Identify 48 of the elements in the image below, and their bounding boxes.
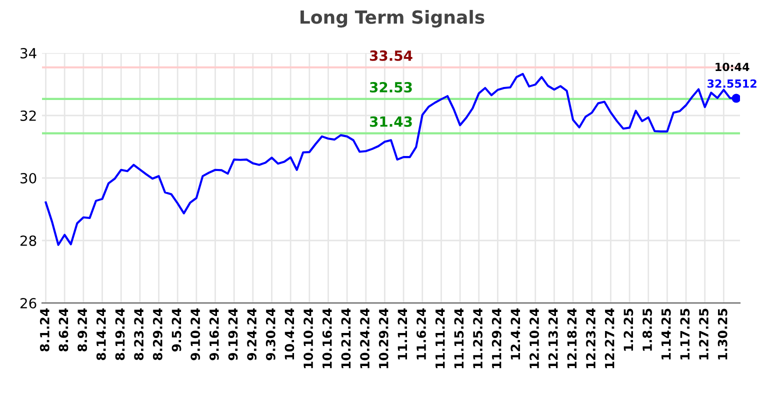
- x-tick-label: 12.13.24: [548, 308, 558, 368]
- x-tick-label: 8.6.24: [58, 308, 68, 352]
- ref-line-label: 32.53: [370, 82, 412, 92]
- ref-line-label: 33.54: [370, 50, 412, 61]
- x-tick-label: 10.24.24: [360, 308, 370, 368]
- x-tick-label: 10.21.24: [341, 308, 351, 368]
- y-tick-label: 32: [20, 110, 36, 121]
- x-tick-label: 11.29.24: [492, 308, 502, 368]
- x-tick-label: 11.11.24: [435, 308, 445, 368]
- x-tick-label: 1.8.25: [642, 308, 652, 351]
- x-tick-label: 8.9.24: [78, 308, 88, 352]
- x-tick-label: 1.2.25: [624, 308, 634, 351]
- x-tick-label: 1.30.25: [718, 308, 728, 360]
- x-tick-label: 8.1.24: [40, 308, 50, 352]
- x-tick-label: 9.19.24: [228, 308, 238, 360]
- x-tick-label: 10.16.24: [322, 308, 332, 368]
- x-tick-label: 1.17.25: [680, 308, 690, 360]
- annotation: 10:44: [716, 62, 750, 72]
- x-tick-label: 12.4.24: [510, 308, 520, 360]
- x-tick-label: 11.15.24: [454, 308, 464, 368]
- x-tick-label: 1.27.25: [699, 308, 708, 360]
- x-tick-label: 12.27.24: [604, 308, 614, 368]
- y-tick-label: 34: [20, 48, 36, 58]
- chart-title: Long Term Signals: [300, 10, 484, 28]
- y-tick-label: 28: [20, 235, 36, 246]
- ref-line-label: 31.43: [370, 116, 412, 127]
- y-tick-label: 26: [20, 298, 36, 308]
- x-tick-label: 9.16.24: [209, 308, 219, 360]
- x-tick-label: 8.29.24: [152, 308, 162, 360]
- x-tick-label: 11.1.24: [398, 308, 408, 360]
- x-tick-label: 12.23.24: [586, 308, 596, 368]
- x-tick-label: 11.25.24: [473, 308, 483, 368]
- x-tick-label: 10.10.24: [304, 308, 314, 368]
- x-tick-label: 10.29.24: [378, 308, 388, 368]
- x-tick-label: 9.30.24: [266, 308, 276, 360]
- x-tick-label: 12.18.24: [567, 308, 577, 368]
- x-tick-label: 11.6.24: [416, 308, 426, 360]
- x-tick-label: 8.14.24: [96, 308, 106, 360]
- x-tick-label: 9.24.24: [247, 308, 257, 360]
- y-tick-label: 30: [20, 172, 36, 184]
- x-tick-label: 10.4.24: [284, 308, 294, 360]
- x-tick-label: 9.5.24: [172, 308, 182, 352]
- x-tick-label: 1.14.25: [661, 308, 671, 360]
- x-tick-label: 9.10.24: [190, 308, 200, 360]
- x-tick-label: 12.10.24: [530, 308, 539, 368]
- x-tick-label: 8.23.24: [134, 308, 144, 360]
- annotation: 32.5512: [708, 79, 756, 88]
- x-tick-label: 8.19.24: [115, 308, 125, 360]
